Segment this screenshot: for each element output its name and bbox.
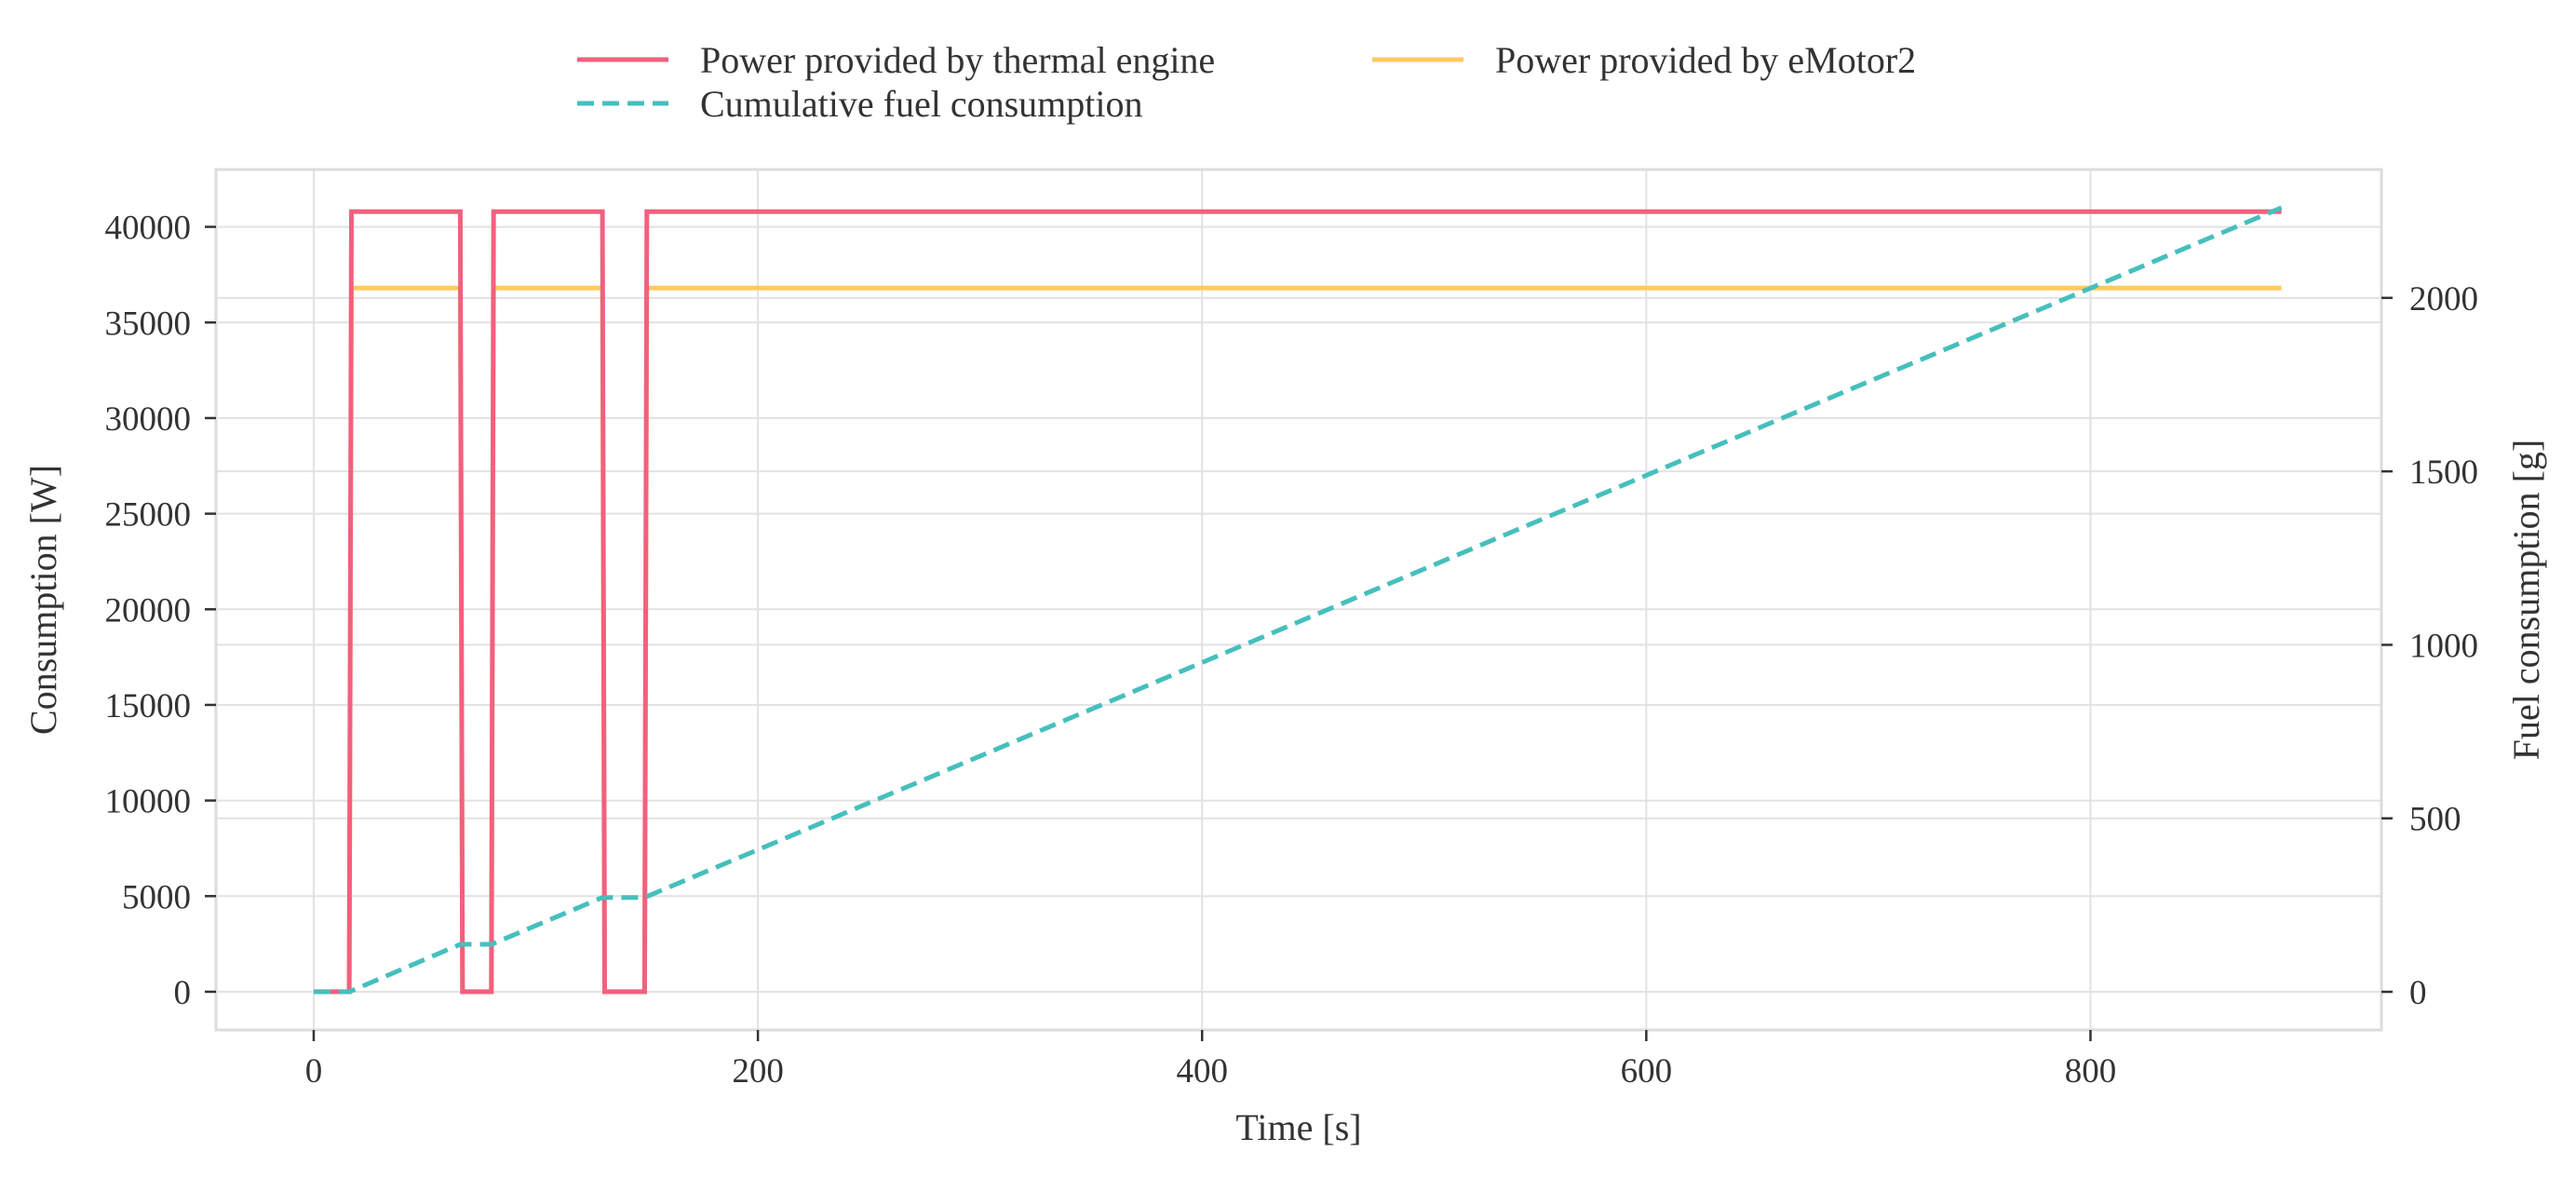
legend-label-emotor2: Power provided by eMotor2 xyxy=(1495,39,1916,81)
legend: Power provided by thermal engine Power p… xyxy=(577,39,1916,125)
series-line-emotor2 xyxy=(314,285,2282,995)
y-axis-left-label: Consumption [W] xyxy=(22,465,64,735)
y-left-tick-label: 15000 xyxy=(105,687,192,725)
legend-label-thermal-engine: Power provided by thermal engine xyxy=(700,39,1215,81)
y-left-tick-label: 30000 xyxy=(105,400,192,439)
y-right-tick-label: 2000 xyxy=(2409,280,2478,318)
legend-label-fuel-consumption: Cumulative fuel consumption xyxy=(700,83,1143,125)
series-layer xyxy=(314,205,2283,995)
y-left-tick-label: 10000 xyxy=(105,783,192,821)
y-right-tick-label: 0 xyxy=(2409,974,2427,1012)
y-right-tick-label: 500 xyxy=(2409,801,2461,839)
y-left-tick-label: 35000 xyxy=(105,305,192,343)
series-line-fuel-consumption xyxy=(314,205,2283,995)
y-axis-right-label: Fuel consumption [g] xyxy=(2505,440,2547,760)
y-left-tick-label: 5000 xyxy=(122,878,191,916)
x-tick-label: 600 xyxy=(1621,1052,1673,1091)
y-left-tick-label: 40000 xyxy=(105,210,192,248)
x-tick-label: 0 xyxy=(305,1052,323,1091)
x-tick-label: 800 xyxy=(2065,1052,2117,1091)
y-left-tick-label: 20000 xyxy=(105,591,192,630)
series-line-thermal-engine xyxy=(314,209,2282,995)
y-left-tick-label: 0 xyxy=(174,974,192,1012)
x-tick-label: 400 xyxy=(1176,1052,1228,1091)
y-right-tick-label: 1500 xyxy=(2409,454,2478,492)
y-right-tick-label: 1000 xyxy=(2409,627,2478,665)
x-tick-label: 200 xyxy=(732,1052,784,1091)
y-left-tick-label: 25000 xyxy=(105,496,192,535)
plot-frame xyxy=(214,168,2383,1032)
x-axis-label: Time [s] xyxy=(1235,1106,1361,1148)
ticks-layer: 0 200 400 600 800050001000015000200002500030… xyxy=(105,210,2479,1091)
grid xyxy=(216,169,2381,1030)
